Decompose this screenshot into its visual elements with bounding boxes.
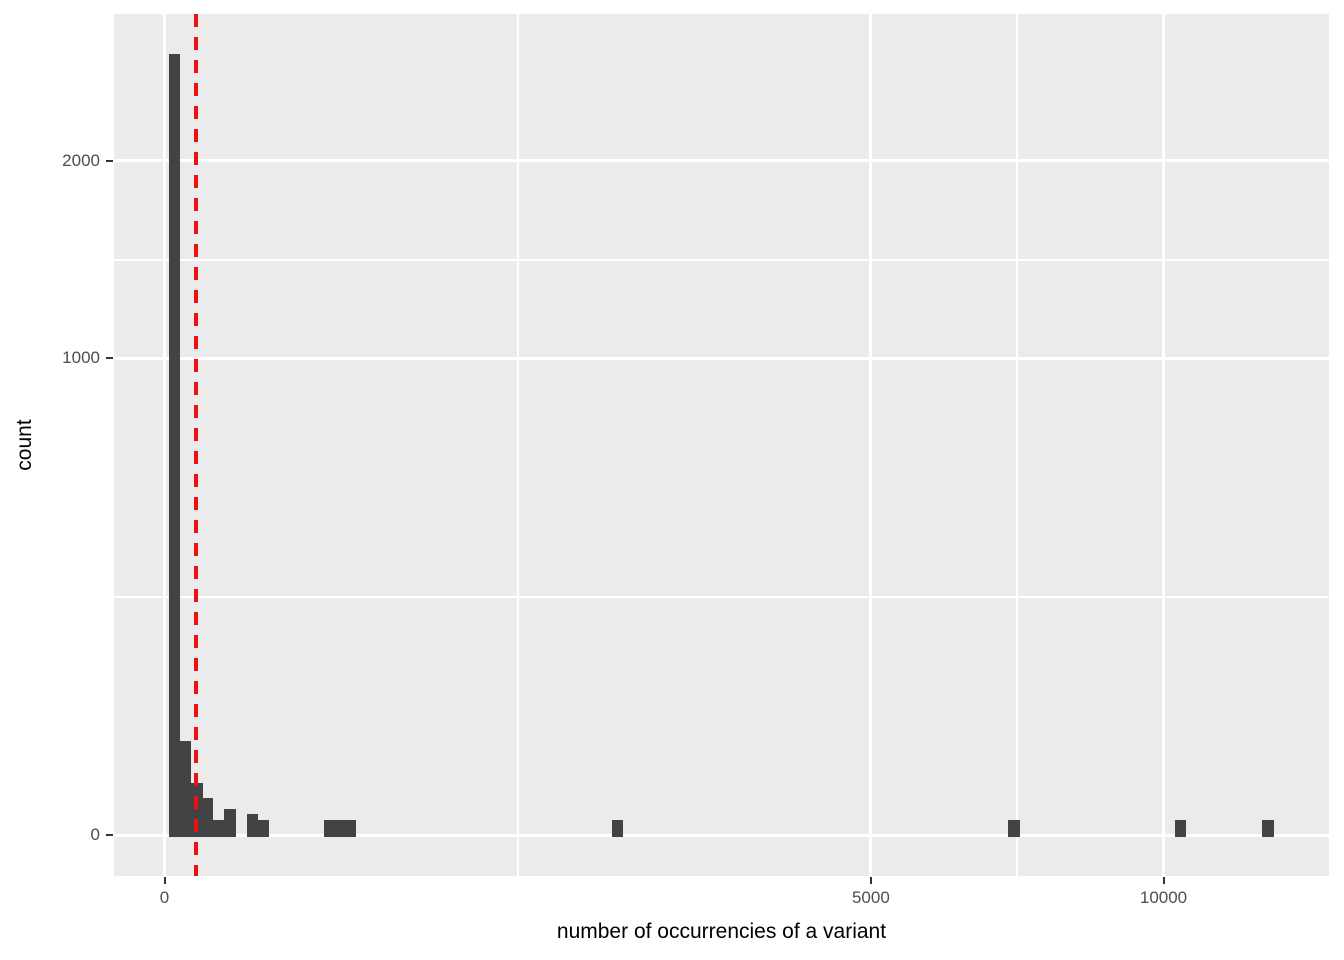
plot-panel xyxy=(114,14,1329,876)
y-tick-label: 2000 xyxy=(62,150,100,170)
y-gridline-minor xyxy=(114,595,1329,598)
y-gridline-minor xyxy=(114,258,1329,261)
x-gridline-minor xyxy=(516,14,519,876)
x-tick-label: 10000 xyxy=(1139,888,1188,907)
x-tick-mark xyxy=(1162,877,1165,884)
histogram-bar xyxy=(324,820,336,837)
y-gridline-major xyxy=(114,159,1329,163)
x-axis-title: number of occurrencies of a variant xyxy=(556,920,887,943)
y-tick-label: 1000 xyxy=(62,348,100,368)
y-tick-mark xyxy=(106,357,113,360)
y-axis-title: count xyxy=(13,419,36,471)
histogram-bar xyxy=(246,813,259,837)
histogram-bar xyxy=(611,820,623,837)
x-gridline-minor xyxy=(1016,14,1019,876)
histogram-bar xyxy=(335,820,348,837)
x-tick-label: 0 xyxy=(159,888,170,907)
x-tick-mark xyxy=(869,877,872,884)
histogram-bar xyxy=(213,820,225,837)
histogram-bar xyxy=(202,798,214,837)
y-tick-label: 0 xyxy=(90,825,100,845)
histogram-bar xyxy=(168,54,181,837)
y-gridline-major xyxy=(114,833,1329,837)
histogram-bar xyxy=(1175,820,1187,837)
histogram-bar xyxy=(1007,820,1020,837)
histogram-bar xyxy=(347,820,357,837)
x-gridline-major xyxy=(163,14,166,876)
threshold-line xyxy=(194,14,199,876)
x-tick-mark xyxy=(163,877,166,884)
y-gridline-major xyxy=(114,356,1329,360)
histogram-bar xyxy=(180,741,192,837)
histogram-bar xyxy=(224,809,236,837)
histogram-bar xyxy=(258,820,270,837)
y-tick-mark xyxy=(106,834,113,837)
histogram-bar xyxy=(1262,820,1274,837)
x-gridline-major xyxy=(869,14,873,876)
x-gridline-major xyxy=(1162,14,1165,876)
y-tick-mark xyxy=(106,159,113,162)
x-tick-label: 5000 xyxy=(851,888,890,907)
